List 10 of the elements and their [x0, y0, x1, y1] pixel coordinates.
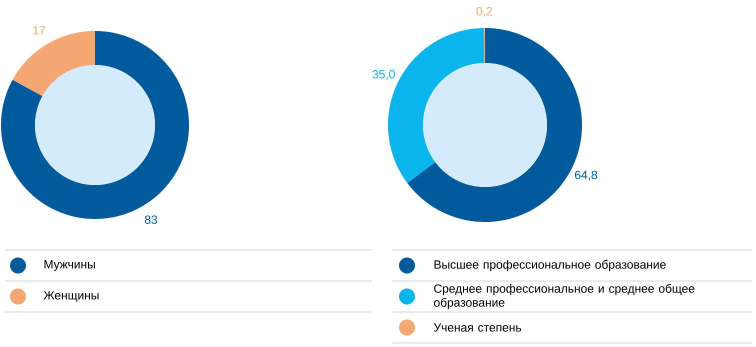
- data-label: 17: [33, 26, 46, 34]
- legend-label: Ученая степень: [434, 323, 522, 332]
- legend-label: Женщины: [44, 291, 99, 302]
- data-label: 83: [144, 215, 158, 224]
- legend-label: Среднее профессиональное и среднее общее образование: [434, 284, 694, 310]
- data-label: 0,2: [476, 7, 492, 17]
- data-label: 64,8: [574, 170, 598, 181]
- legend-label: Высшее профессиональное образование: [434, 260, 666, 272]
- legend-label: Мужчины: [44, 260, 95, 271]
- data-label: 35,0: [372, 70, 395, 80]
